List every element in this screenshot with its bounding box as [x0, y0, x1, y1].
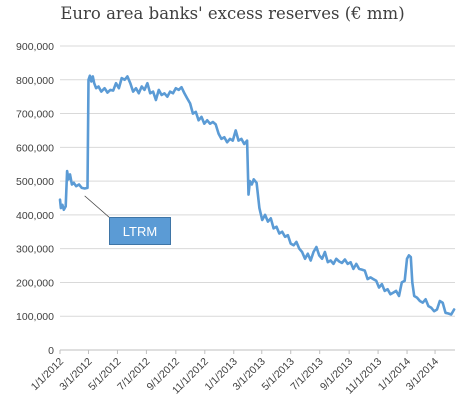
series-line-0 [58, 74, 456, 316]
y-tick-label: 500,000 [16, 176, 54, 188]
y-tick-label: 300,000 [16, 244, 54, 256]
y-tick-label: 0 [48, 345, 54, 357]
y-tick-label: 600,000 [16, 142, 54, 154]
annotation-layer [84, 195, 111, 219]
chart-title: Euro area banks' excess reserves (€ mm) [60, 4, 405, 23]
y-tick-label: 900,000 [16, 41, 54, 53]
annotation-pointer [84, 195, 111, 219]
y-axis: 0 100,000 200,000 300,000 400,000 500,000 600,… [16, 41, 54, 357]
y-tick-label: 400,000 [16, 210, 54, 222]
y-tick-label: 800,000 [16, 75, 54, 87]
x-axis: 1/1/20123/1/20125/1/20127/1/20129/1/2012… [29, 350, 441, 397]
y-tick-label: 100,000 [16, 311, 54, 323]
annotation-ltrm-label: LTRM [109, 217, 171, 245]
series-layer [58, 74, 456, 316]
y-tick-label: 200,000 [16, 277, 54, 289]
y-tick-label: 700,000 [16, 109, 54, 121]
